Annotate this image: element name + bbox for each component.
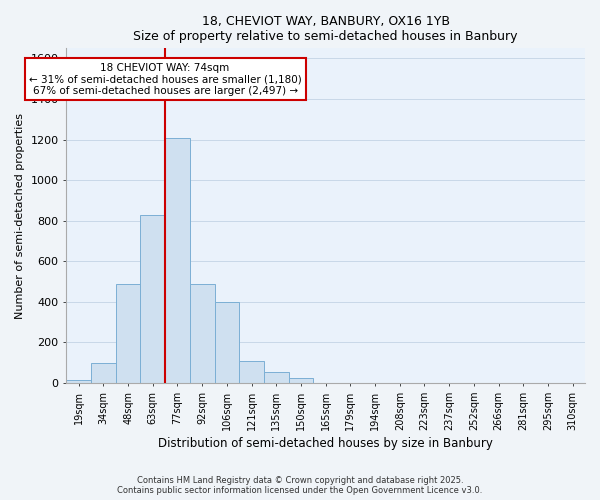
Bar: [140, 214, 165, 383]
Bar: [67, 380, 91, 383]
Title: 18, CHEVIOT WAY, BANBURY, OX16 1YB
Size of property relative to semi-detached ho: 18, CHEVIOT WAY, BANBURY, OX16 1YB Size …: [133, 15, 518, 43]
Bar: [91, 362, 116, 383]
Bar: [190, 284, 215, 383]
Text: Contains HM Land Registry data © Crown copyright and database right 2025.
Contai: Contains HM Land Registry data © Crown c…: [118, 476, 482, 495]
Bar: [116, 284, 140, 383]
Bar: [264, 372, 289, 383]
Bar: [165, 138, 190, 383]
Bar: [289, 378, 313, 383]
Bar: [239, 360, 264, 383]
Y-axis label: Number of semi-detached properties: Number of semi-detached properties: [15, 112, 25, 318]
Bar: [215, 302, 239, 383]
Text: 18 CHEVIOT WAY: 74sqm
← 31% of semi-detached houses are smaller (1,180)
67% of s: 18 CHEVIOT WAY: 74sqm ← 31% of semi-deta…: [29, 62, 301, 96]
X-axis label: Distribution of semi-detached houses by size in Banbury: Distribution of semi-detached houses by …: [158, 437, 493, 450]
